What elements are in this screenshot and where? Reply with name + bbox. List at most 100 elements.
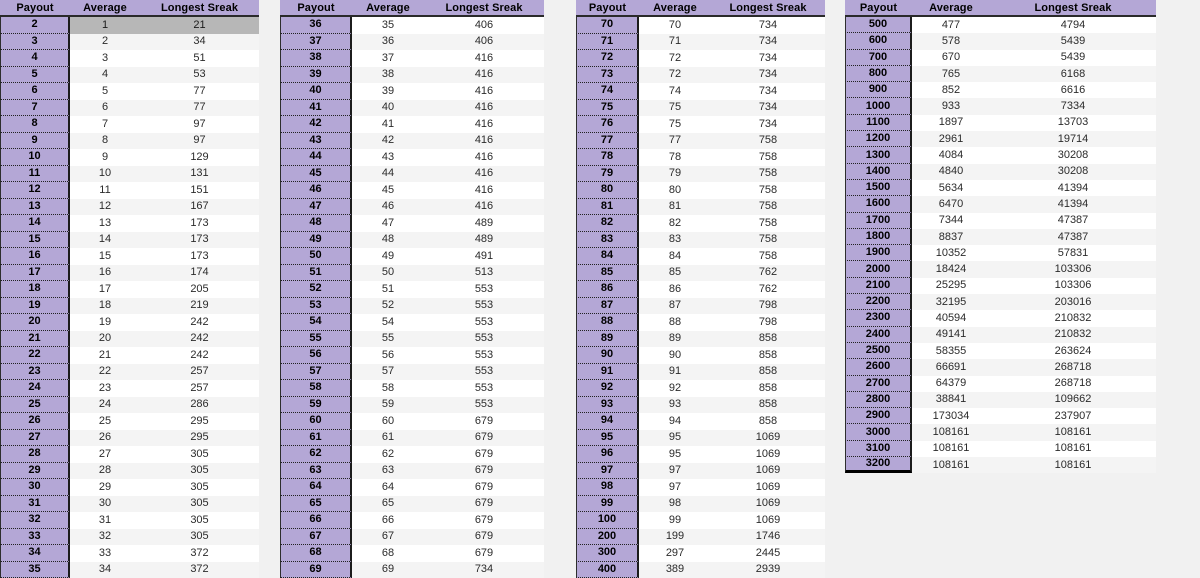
average-cell[interactable]: 46	[352, 198, 424, 215]
streak-cell[interactable]: 219	[140, 297, 259, 314]
payout-cell[interactable]: 69	[280, 561, 352, 578]
payout-cell[interactable]: 95	[576, 429, 639, 446]
average-cell[interactable]: 94	[639, 413, 711, 430]
streak-cell[interactable]: 553	[424, 363, 544, 380]
average-cell[interactable]: 50	[352, 264, 424, 281]
payout-cell[interactable]: 3	[0, 33, 70, 50]
streak-cell[interactable]: 41394	[990, 196, 1156, 213]
streak-cell[interactable]: 416	[424, 83, 544, 100]
average-cell[interactable]: 31	[70, 512, 140, 529]
payout-cell[interactable]: 29	[0, 462, 70, 479]
streak-cell[interactable]: 205	[140, 281, 259, 298]
streak-cell[interactable]: 734	[711, 99, 825, 116]
payout-cell[interactable]: 66	[280, 512, 352, 529]
payout-cell[interactable]: 55	[280, 330, 352, 347]
streak-cell[interactable]: 758	[711, 231, 825, 248]
average-cell[interactable]: 49	[352, 248, 424, 265]
average-cell[interactable]: 77	[639, 132, 711, 149]
payout-cell[interactable]: 60	[280, 413, 352, 430]
payout-cell[interactable]: 87	[576, 297, 639, 314]
streak-cell[interactable]: 268718	[990, 375, 1156, 392]
streak-cell[interactable]: 5439	[990, 49, 1156, 66]
average-cell[interactable]: 13	[70, 215, 140, 232]
streak-cell[interactable]: 295	[140, 429, 259, 446]
average-cell[interactable]: 47	[352, 215, 424, 232]
payout-cell[interactable]: 500	[845, 17, 912, 34]
average-cell[interactable]: 765	[912, 65, 990, 83]
payout-cell[interactable]: 1100	[845, 114, 912, 132]
streak-cell[interactable]: 762	[711, 264, 825, 281]
streak-cell[interactable]: 758	[711, 165, 825, 182]
payout-cell[interactable]: 2500	[845, 342, 912, 360]
average-cell[interactable]: 34	[70, 561, 140, 578]
average-cell[interactable]: 4084	[912, 147, 990, 164]
payout-cell[interactable]: 49	[280, 231, 352, 248]
average-cell[interactable]: 62	[352, 446, 424, 463]
streak-cell[interactable]: 13703	[990, 114, 1156, 132]
payout-cell[interactable]: 80	[576, 182, 639, 199]
payout-cell[interactable]: 2800	[845, 391, 912, 409]
streak-cell[interactable]: 758	[711, 149, 825, 166]
average-cell[interactable]: 99	[639, 512, 711, 529]
payout-cell[interactable]: 1600	[845, 196, 912, 213]
streak-cell[interactable]: 406	[424, 33, 544, 50]
average-cell[interactable]: 66691	[912, 359, 990, 376]
payout-cell[interactable]: 46	[280, 182, 352, 199]
payout-cell[interactable]: 39	[280, 66, 352, 83]
average-cell[interactable]: 97	[639, 462, 711, 479]
streak-cell[interactable]: 553	[424, 314, 544, 331]
streak-cell[interactable]: 1069	[711, 462, 825, 479]
streak-cell[interactable]: 372	[140, 561, 259, 578]
streak-cell[interactable]: 679	[424, 429, 544, 446]
streak-cell[interactable]: 167	[140, 198, 259, 215]
streak-cell[interactable]: 7334	[990, 98, 1156, 115]
payout-cell[interactable]: 98	[576, 479, 639, 496]
streak-cell[interactable]: 237907	[990, 408, 1156, 425]
average-cell[interactable]: 69	[352, 561, 424, 578]
average-cell[interactable]: 2961	[912, 131, 990, 148]
streak-cell[interactable]: 553	[424, 297, 544, 314]
payout-cell[interactable]: 74	[576, 83, 639, 100]
streak-cell[interactable]: 758	[711, 248, 825, 265]
payout-cell[interactable]: 70	[576, 17, 639, 34]
average-cell[interactable]: 72	[639, 66, 711, 83]
average-cell[interactable]: 7	[70, 116, 140, 133]
payout-cell[interactable]: 30	[0, 479, 70, 496]
streak-cell[interactable]: 53	[140, 66, 259, 83]
streak-cell[interactable]: 416	[424, 132, 544, 149]
payout-cell[interactable]: 57	[280, 363, 352, 380]
payout-cell[interactable]: 41	[280, 99, 352, 116]
payout-cell[interactable]: 62	[280, 446, 352, 463]
payout-cell[interactable]: 38	[280, 50, 352, 67]
payout-cell[interactable]: 99	[576, 495, 639, 512]
payout-cell[interactable]: 1900	[845, 245, 912, 262]
average-cell[interactable]: 35	[352, 17, 424, 34]
average-cell[interactable]: 65	[352, 495, 424, 512]
payout-cell[interactable]: 84	[576, 248, 639, 265]
average-cell[interactable]: 9	[70, 149, 140, 166]
payout-cell[interactable]: 42	[280, 116, 352, 133]
streak-cell[interactable]: 4794	[990, 17, 1156, 34]
average-cell[interactable]: 15	[70, 248, 140, 265]
streak-cell[interactable]: 34	[140, 33, 259, 50]
average-cell[interactable]: 16	[70, 264, 140, 281]
streak-cell[interactable]: 295	[140, 413, 259, 430]
average-cell[interactable]: 389	[639, 561, 711, 578]
average-cell[interactable]: 27	[70, 446, 140, 463]
average-cell[interactable]: 5	[70, 83, 140, 100]
average-cell[interactable]: 5634	[912, 179, 990, 197]
streak-cell[interactable]: 1069	[711, 495, 825, 512]
streak-cell[interactable]: 30208	[990, 147, 1156, 164]
streak-cell[interactable]: 305	[140, 462, 259, 479]
average-cell[interactable]: 68	[352, 545, 424, 562]
average-cell[interactable]: 11	[70, 182, 140, 199]
payout-cell[interactable]: 51	[280, 264, 352, 281]
payout-cell[interactable]: 61	[280, 429, 352, 446]
payout-cell[interactable]: 54	[280, 314, 352, 331]
payout-cell[interactable]: 40	[280, 83, 352, 100]
average-cell[interactable]: 58	[352, 380, 424, 397]
payout-cell[interactable]: 14	[0, 215, 70, 232]
streak-cell[interactable]: 47387	[990, 212, 1156, 229]
streak-cell[interactable]: 679	[424, 495, 544, 512]
average-cell[interactable]: 199	[639, 528, 711, 545]
